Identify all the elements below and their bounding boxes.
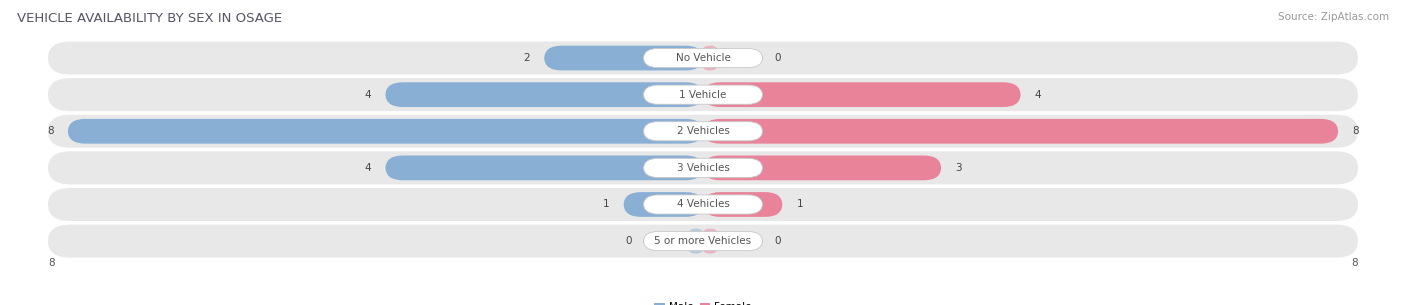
FancyBboxPatch shape bbox=[48, 188, 1358, 221]
Text: 3 Vehicles: 3 Vehicles bbox=[676, 163, 730, 173]
FancyBboxPatch shape bbox=[644, 122, 762, 141]
Text: Source: ZipAtlas.com: Source: ZipAtlas.com bbox=[1278, 12, 1389, 22]
FancyBboxPatch shape bbox=[703, 82, 1021, 107]
Text: VEHICLE AVAILABILITY BY SEX IN OSAGE: VEHICLE AVAILABILITY BY SEX IN OSAGE bbox=[17, 12, 283, 25]
FancyBboxPatch shape bbox=[67, 119, 703, 144]
Text: 4: 4 bbox=[364, 163, 371, 173]
FancyBboxPatch shape bbox=[644, 158, 762, 178]
Text: 8: 8 bbox=[48, 258, 55, 268]
FancyBboxPatch shape bbox=[544, 46, 703, 70]
FancyBboxPatch shape bbox=[644, 195, 762, 214]
FancyBboxPatch shape bbox=[644, 231, 762, 251]
Text: No Vehicle: No Vehicle bbox=[675, 53, 731, 63]
FancyBboxPatch shape bbox=[48, 78, 1358, 111]
Text: 8: 8 bbox=[1353, 126, 1360, 136]
Text: 1 Vehicle: 1 Vehicle bbox=[679, 90, 727, 100]
Text: 4: 4 bbox=[364, 90, 371, 100]
Text: 8: 8 bbox=[46, 126, 53, 136]
Text: 3: 3 bbox=[956, 163, 962, 173]
Text: 0: 0 bbox=[626, 236, 631, 246]
FancyBboxPatch shape bbox=[703, 192, 782, 217]
FancyBboxPatch shape bbox=[48, 151, 1358, 185]
Text: 1: 1 bbox=[797, 199, 803, 210]
FancyBboxPatch shape bbox=[48, 115, 1358, 148]
FancyBboxPatch shape bbox=[48, 41, 1358, 74]
FancyBboxPatch shape bbox=[703, 119, 1339, 144]
Legend: Male, Female: Male, Female bbox=[650, 298, 756, 305]
Text: 2: 2 bbox=[523, 53, 530, 63]
FancyBboxPatch shape bbox=[385, 156, 703, 180]
FancyBboxPatch shape bbox=[689, 229, 703, 253]
FancyBboxPatch shape bbox=[703, 229, 717, 253]
Text: 4 Vehicles: 4 Vehicles bbox=[676, 199, 730, 210]
FancyBboxPatch shape bbox=[385, 82, 703, 107]
Text: 5 or more Vehicles: 5 or more Vehicles bbox=[654, 236, 752, 246]
FancyBboxPatch shape bbox=[644, 48, 762, 68]
Text: 0: 0 bbox=[775, 236, 780, 246]
Text: 1: 1 bbox=[603, 199, 609, 210]
Text: 8: 8 bbox=[1351, 258, 1358, 268]
Text: 2 Vehicles: 2 Vehicles bbox=[676, 126, 730, 136]
FancyBboxPatch shape bbox=[624, 192, 703, 217]
Text: 0: 0 bbox=[775, 53, 780, 63]
FancyBboxPatch shape bbox=[703, 156, 941, 180]
FancyBboxPatch shape bbox=[703, 46, 717, 70]
Text: 4: 4 bbox=[1035, 90, 1042, 100]
FancyBboxPatch shape bbox=[48, 224, 1358, 258]
FancyBboxPatch shape bbox=[644, 85, 762, 104]
